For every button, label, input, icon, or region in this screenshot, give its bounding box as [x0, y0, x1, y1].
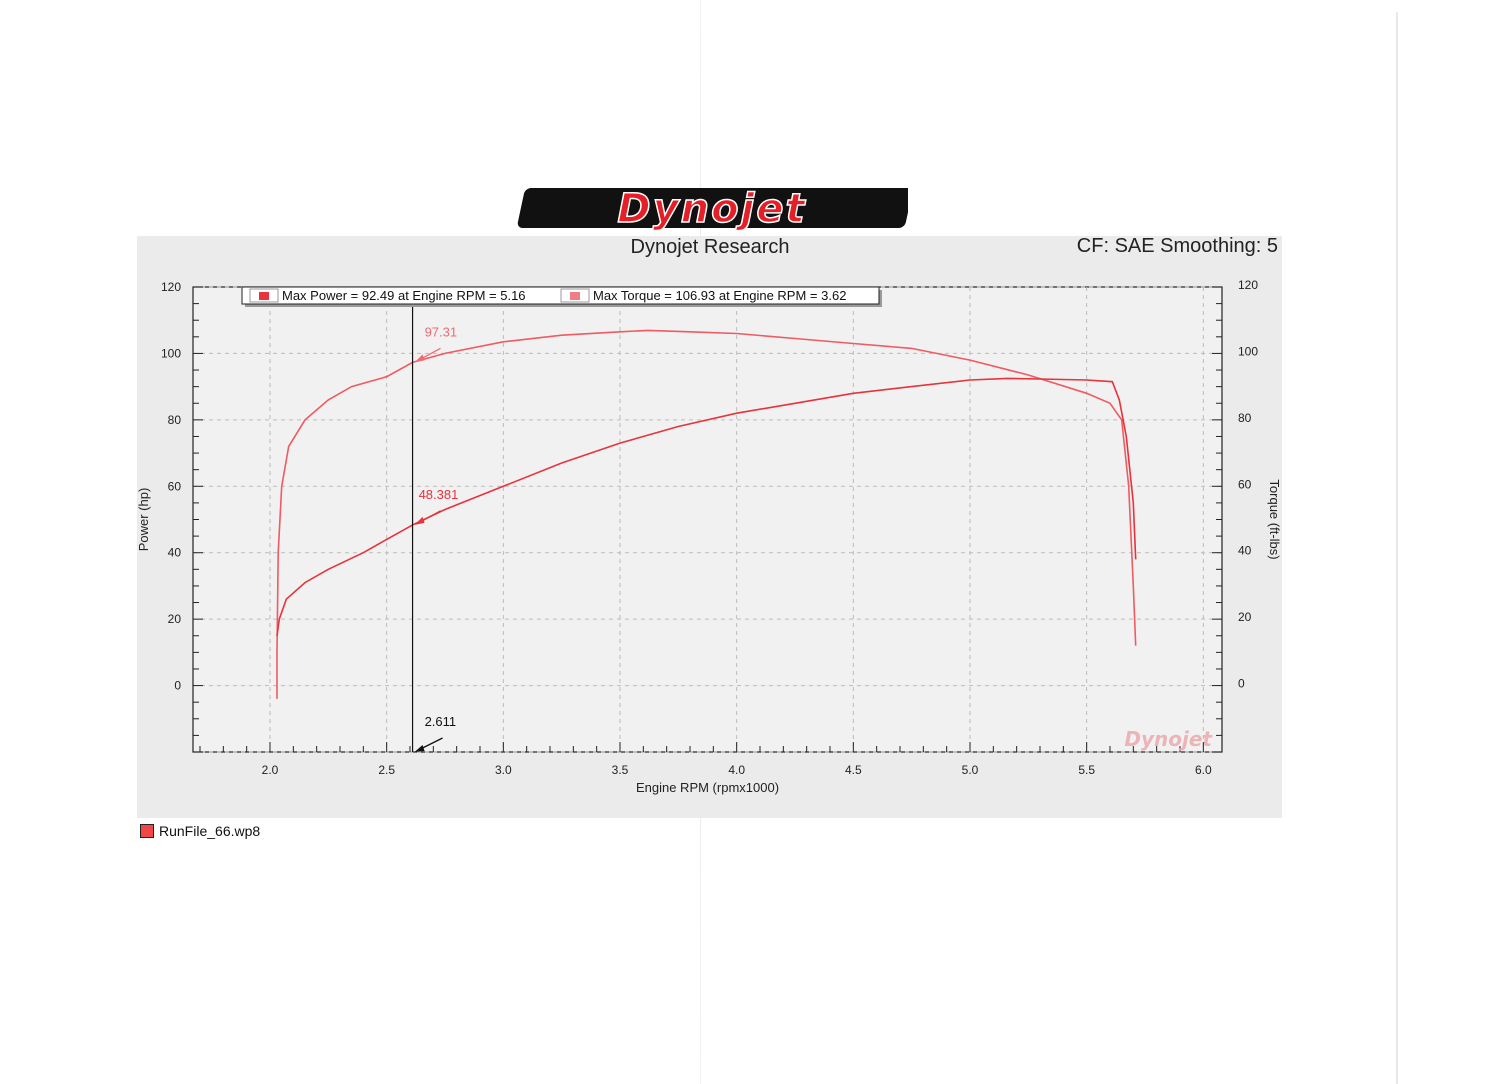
y-left-tick-label: 20 — [168, 612, 182, 626]
y-left-tick-label: 0 — [174, 679, 181, 693]
dynojet-logo: Dynojet — [517, 185, 908, 232]
legend-swatch — [259, 292, 269, 300]
y-right-axis-title: Torque (ft-lbs) — [1267, 479, 1282, 559]
torque-arrowhead — [414, 354, 425, 363]
x-tick-label: 5.5 — [1078, 763, 1095, 777]
x-axis-title: Engine RPM (rpmx1000) — [636, 780, 779, 795]
y-right-tick-label: 80 — [1238, 411, 1252, 425]
x-tick-label: 3.0 — [495, 763, 512, 777]
legend-entry: Max Torque = 106.93 at Engine RPM = 3.62 — [593, 288, 846, 303]
y-left-axis-title: Power (hp) — [136, 488, 151, 552]
torque-annotation-label: 97.31 — [425, 324, 458, 339]
y-right-tick-label: 100 — [1238, 344, 1258, 358]
plot-area — [192, 286, 1223, 753]
torque-curve — [276, 329, 1137, 699]
legend-entry: Max Power = 92.49 at Engine RPM = 5.16 — [282, 288, 526, 303]
y-right-tick-label: 60 — [1238, 477, 1252, 491]
cursor-x-label: 2.611 — [425, 714, 457, 729]
y-left-tick-label: 60 — [168, 479, 182, 493]
x-tick-label: 5.0 — [962, 763, 979, 777]
x-tick-label: 2.0 — [262, 763, 279, 777]
legend-swatch — [570, 292, 580, 300]
y-left-tick-label: 100 — [161, 346, 181, 360]
y-right-tick-label: 20 — [1238, 610, 1252, 624]
y-left-tick-label: 80 — [168, 413, 182, 427]
x-tick-label: 3.5 — [612, 763, 629, 777]
cursor-x-arrowhead — [414, 745, 425, 752]
y-left-tick-label: 40 — [168, 546, 182, 560]
y-right-tick-label: 120 — [1238, 278, 1258, 292]
paper-edge — [1396, 12, 1398, 1084]
logo-wordmark: Dynojet — [617, 186, 806, 232]
watermark-logo: Dynojet — [1124, 727, 1213, 751]
runfile-name: RunFile_66.wp8 — [159, 823, 261, 839]
report-title: Dynojet Research — [630, 236, 790, 258]
x-tick-label: 6.0 — [1195, 763, 1212, 777]
correction-factor-label: CF: SAE Smoothing: 5 — [1076, 235, 1278, 257]
x-tick-label: 4.5 — [845, 763, 862, 777]
x-tick-label: 4.0 — [728, 763, 745, 777]
power-curve — [276, 377, 1137, 636]
power-annotation-label: 48.381 — [419, 487, 459, 502]
runfile-legend: RunFile_66.wp8 — [140, 823, 260, 839]
y-right-tick-label: 0 — [1238, 677, 1245, 691]
x-tick-label: 2.5 — [378, 763, 395, 777]
y-right-tick-label: 40 — [1238, 544, 1252, 558]
y-left-tick-label: 120 — [161, 280, 181, 294]
runfile-swatch — [140, 824, 154, 838]
power-arrowhead — [414, 516, 425, 525]
